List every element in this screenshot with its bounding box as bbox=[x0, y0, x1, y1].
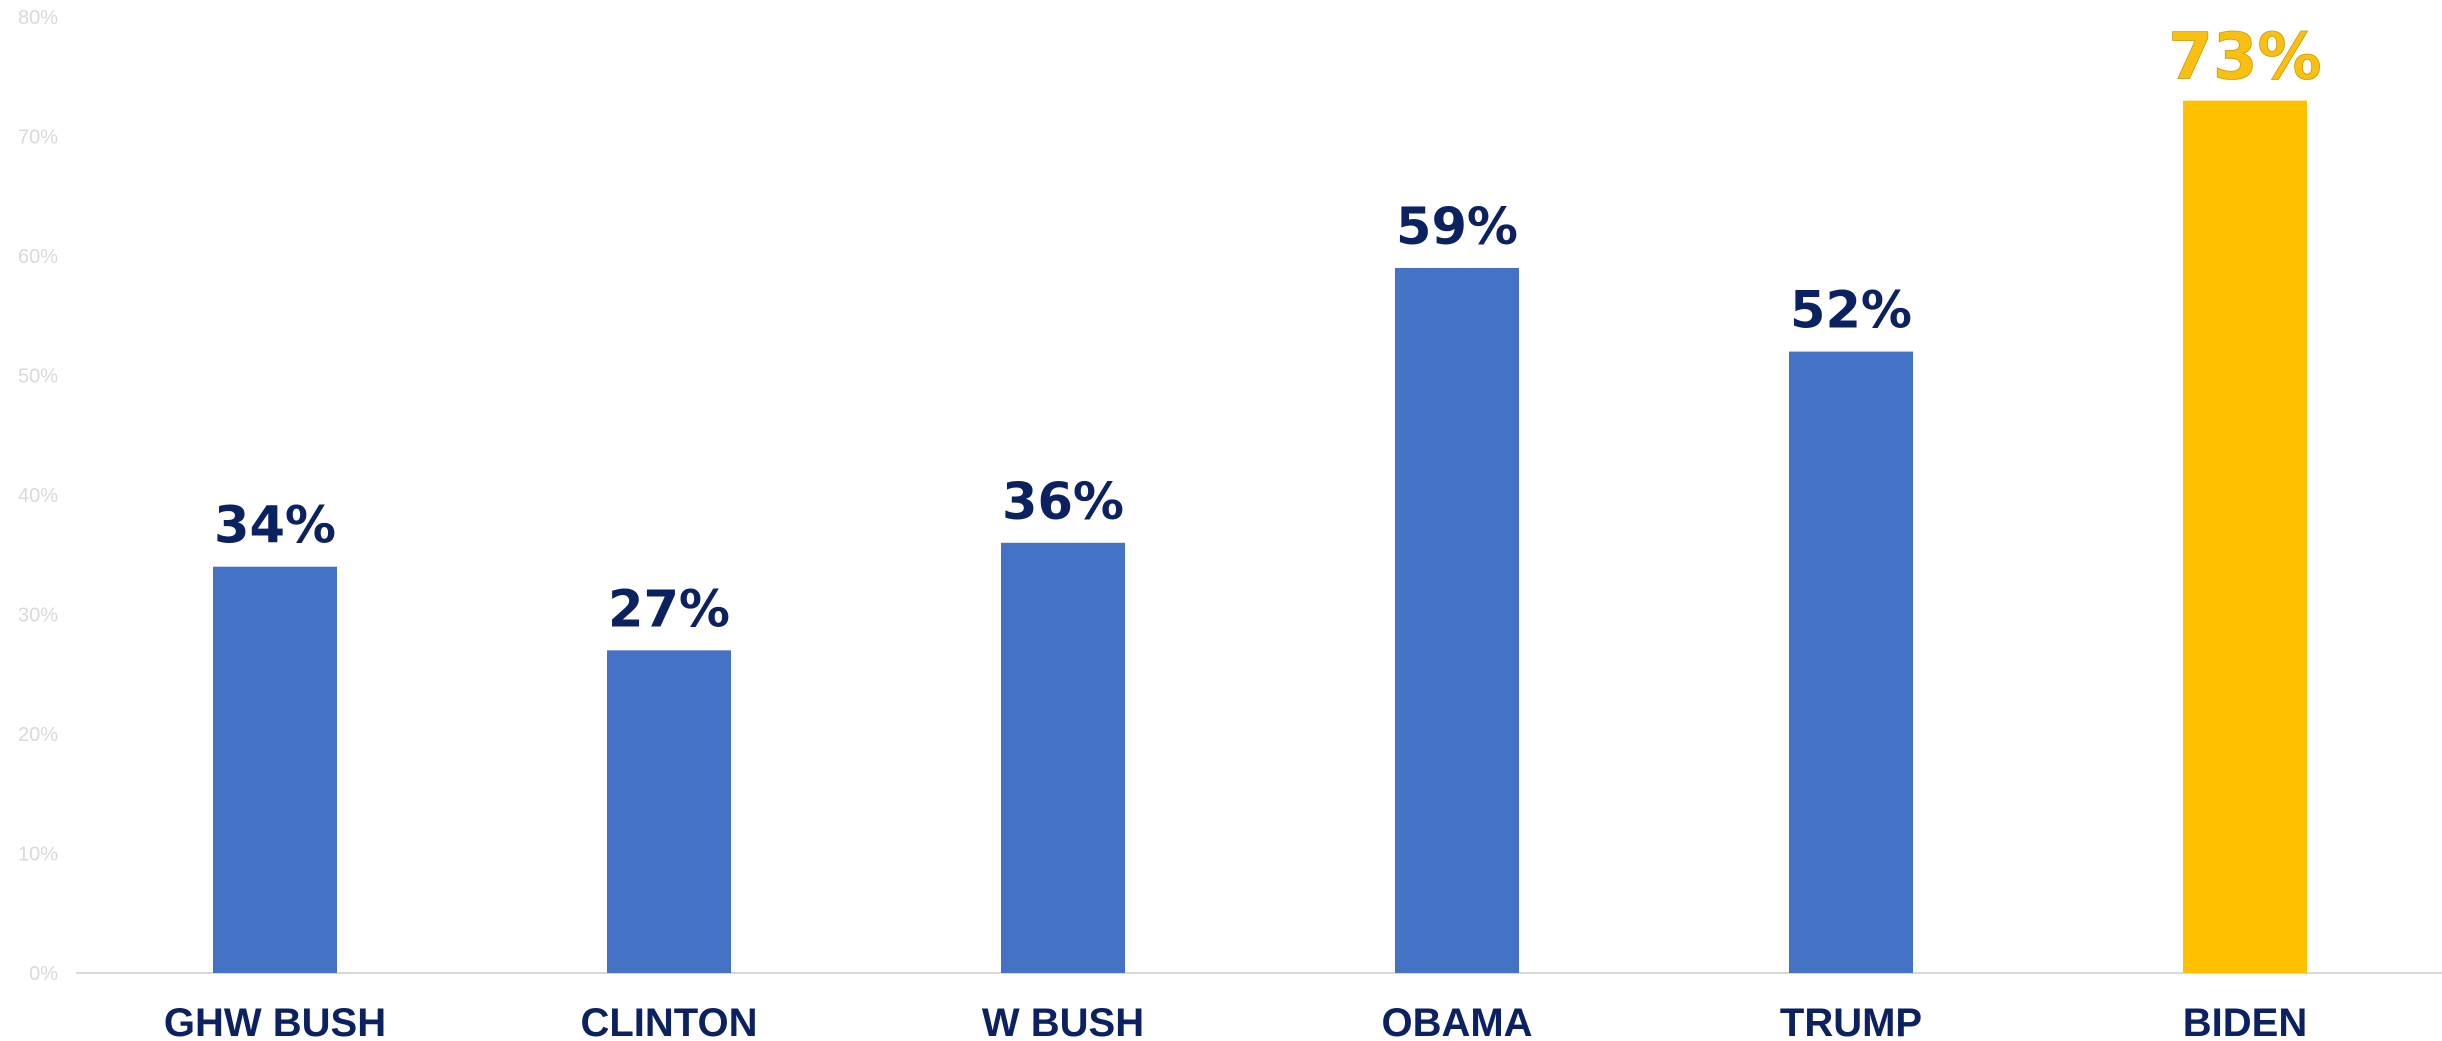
x-tick-label: W BUSH bbox=[982, 1001, 1144, 1041]
x-tick-label: TRUMP bbox=[1780, 1001, 1922, 1041]
y-axis: 0% 10% 20% 30% 40% 50% 60% 70% 80% bbox=[18, 7, 58, 985]
x-tick-label: CLINTON bbox=[580, 1001, 757, 1041]
bar-trump bbox=[1789, 351, 1913, 974]
y-tick-label: 30% bbox=[18, 605, 58, 627]
y-tick-label: 50% bbox=[18, 366, 58, 388]
data-label: 34% bbox=[214, 497, 336, 556]
data-label: 73% bbox=[2168, 21, 2321, 95]
x-axis: GHW BUSH CLINTON W BUSH OBAMA TRUMP BIDEN bbox=[164, 1001, 2307, 1041]
x-tick-label: BIDEN bbox=[2183, 1001, 2307, 1041]
bar-obama bbox=[1395, 267, 1519, 973]
bars bbox=[213, 100, 2307, 974]
bar-biden bbox=[2183, 100, 2307, 973]
y-tick-label: 80% bbox=[18, 7, 58, 29]
data-label: 59% bbox=[1396, 198, 1518, 257]
data-label: 36% bbox=[1002, 473, 1124, 532]
y-tick-label: 0% bbox=[29, 963, 58, 985]
x-tick-label: GHW BUSH bbox=[164, 1001, 386, 1041]
y-tick-label: 60% bbox=[18, 246, 58, 268]
bar-ghw-bush bbox=[213, 566, 337, 973]
bar-w-bush bbox=[1001, 542, 1125, 973]
y-tick-label: 70% bbox=[18, 127, 58, 149]
x-tick-label: OBAMA bbox=[1381, 1001, 1532, 1041]
data-label: 27% bbox=[608, 580, 730, 639]
data-labels: 34% 27% 36% 59% 52% 73% bbox=[214, 20, 2322, 639]
y-tick-label: 10% bbox=[18, 844, 58, 866]
bar-clinton bbox=[607, 650, 731, 973]
data-label: 52% bbox=[1790, 282, 1912, 341]
y-tick-label: 40% bbox=[18, 485, 58, 507]
y-tick-label: 20% bbox=[18, 724, 58, 746]
